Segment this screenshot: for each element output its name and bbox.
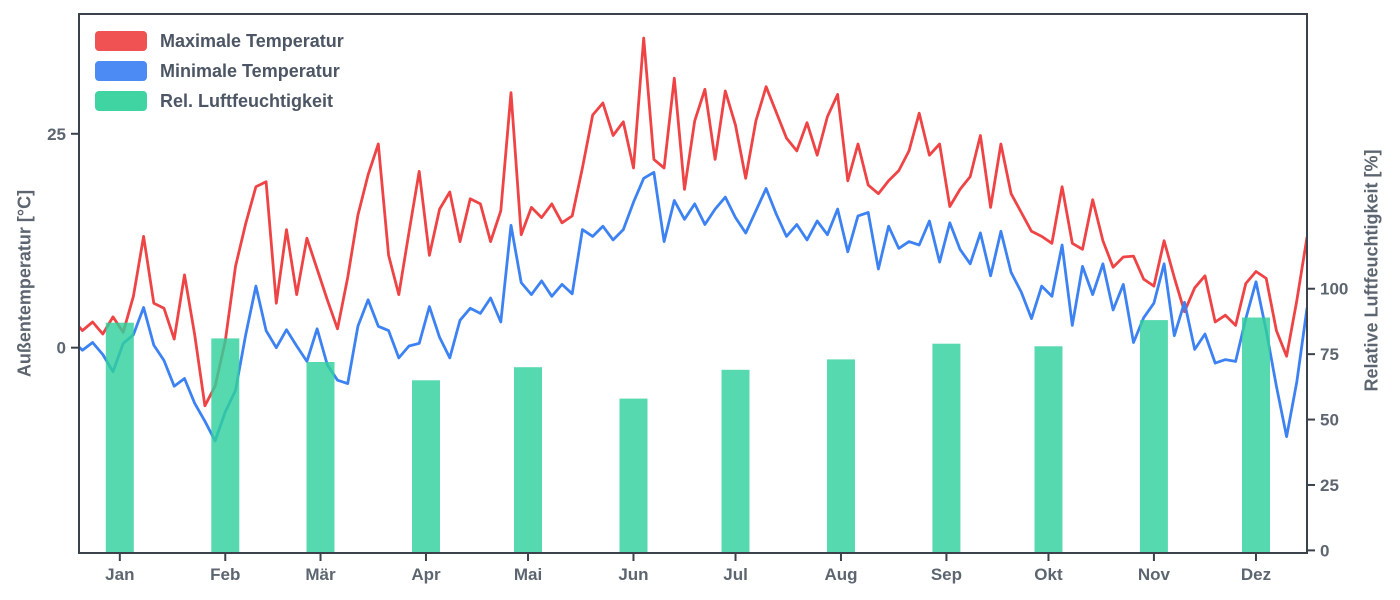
x-tick-label-okt: Okt (1034, 565, 1063, 584)
humidity-bar-sep (932, 343, 961, 553)
legend: Maximale Temperatur Minimale Temperatur … (95, 31, 344, 111)
legend-item-min-temp: Minimale Temperatur (95, 61, 344, 81)
humidity-bar-aug (827, 359, 855, 553)
legend-swatch-min-temp (95, 61, 147, 81)
legend-swatch-humidity (95, 91, 147, 111)
x-tick-label-aug: Aug (824, 565, 857, 584)
left-tick-label: 0 (57, 339, 66, 358)
tmin-line (79, 170, 1307, 443)
right-tick-label: 100 (1320, 280, 1348, 299)
humidity-bar-okt (1034, 346, 1063, 553)
right-axis-title: Relative Luftfeuchtigkeit [%] (1361, 149, 1382, 392)
humidity-bar-feb (211, 338, 240, 553)
humidity-bar-jan (105, 322, 134, 553)
right-tick-label: 0 (1320, 541, 1329, 560)
legend-item-humidity: Rel. Luftfeuchtigkeit (95, 91, 344, 111)
humidity-bar-dez (1242, 317, 1270, 553)
x-tick-label-nov: Nov (1138, 565, 1171, 584)
tmax-line (79, 36, 1307, 408)
x-tick-label-jul: Jul (723, 565, 748, 584)
humidity-bar-nov (1139, 320, 1168, 553)
humidity-bar-apr (412, 380, 440, 553)
legend-item-max-temp: Maximale Temperatur (95, 31, 344, 51)
humidity-bar-jul (721, 369, 750, 553)
humidity-bar-mai (514, 367, 542, 553)
left-axis-title: Außentemperatur [°C] (14, 189, 35, 378)
legend-label-min-temp: Minimale Temperatur (160, 61, 340, 81)
x-tick-label-dez: Dez (1241, 565, 1271, 584)
humidity-bar-mär (306, 362, 335, 553)
plot-border (78, 13, 1308, 554)
x-tick-label-sep: Sep (931, 565, 962, 584)
x-tick-label-jun: Jun (618, 565, 648, 584)
x-tick-label-feb: Feb (210, 565, 240, 584)
legend-label-humidity: Rel. Luftfeuchtigkeit (160, 91, 334, 111)
x-tick-label-mär: Mär (305, 565, 336, 584)
right-tick-label: 50 (1320, 411, 1339, 430)
legend-label-max-temp: Maximale Temperatur (160, 31, 344, 51)
legend-swatch-max-temp (95, 31, 147, 51)
x-tick-label-mai: Mai (514, 565, 542, 584)
right-tick-label: 75 (1320, 345, 1339, 364)
x-tick-label-apr: Apr (411, 565, 441, 584)
right-tick-label: 25 (1320, 476, 1339, 495)
humidity-bar-jun (619, 398, 648, 553)
left-tick-label: 25 (47, 125, 66, 144)
x-tick-label-jan: Jan (105, 565, 134, 584)
